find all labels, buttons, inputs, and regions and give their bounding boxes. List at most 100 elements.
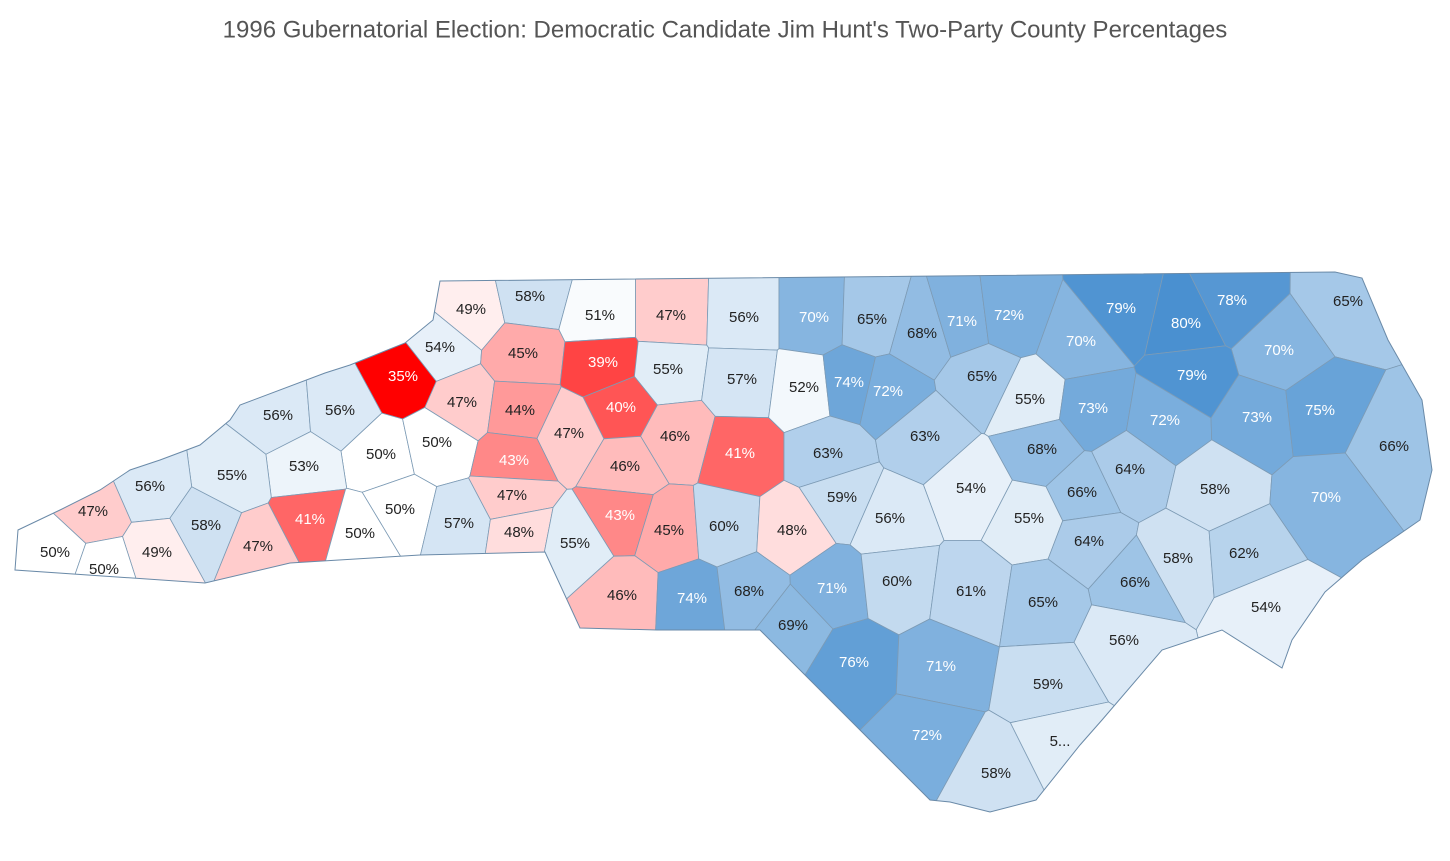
county-label: 55% xyxy=(653,361,683,378)
county-label: 63% xyxy=(910,428,940,445)
county-label: 47% xyxy=(554,425,584,442)
county-label: 61% xyxy=(956,583,986,600)
county-label: 56% xyxy=(263,407,293,424)
county-label: 71% xyxy=(817,580,847,597)
county-label: 47% xyxy=(656,307,686,324)
county-label: 55% xyxy=(560,535,590,552)
county-label: 78% xyxy=(1217,292,1247,309)
county-label: 80% xyxy=(1171,315,1201,332)
county-label: 57% xyxy=(727,371,757,388)
county-label: 56% xyxy=(729,309,759,326)
county xyxy=(1195,559,1432,812)
county-label: 72% xyxy=(912,727,942,744)
county-label: 68% xyxy=(734,583,764,600)
county-label: 58% xyxy=(515,288,545,305)
county-label: 70% xyxy=(799,309,829,326)
county-label: 57% xyxy=(444,515,474,532)
map-title: 1996 Gubernatorial Election: Democratic … xyxy=(223,16,1228,43)
county xyxy=(107,272,311,455)
county-label: 47% xyxy=(78,503,108,520)
county-label: 54% xyxy=(1251,599,1281,616)
county-label: 73% xyxy=(1242,409,1272,426)
county-label: 35% xyxy=(388,368,418,385)
county-label: 66% xyxy=(1379,438,1409,455)
county-label: 72% xyxy=(873,383,903,400)
county-label: 45% xyxy=(508,345,538,362)
county-label: 58% xyxy=(191,517,221,534)
county-label: 40% xyxy=(606,399,636,416)
county-label: 68% xyxy=(907,325,937,342)
county-label: 49% xyxy=(456,301,486,318)
county-label: 41% xyxy=(725,445,755,462)
county-label: 55% xyxy=(1015,391,1045,408)
county-label: 56% xyxy=(1109,632,1139,649)
county-label: 68% xyxy=(1027,441,1057,458)
county-label: 62% xyxy=(1229,545,1259,562)
county-label: 70% xyxy=(1311,489,1341,506)
county-label: 71% xyxy=(947,313,977,330)
county-label: 54% xyxy=(425,339,455,356)
county-label: 50% xyxy=(89,561,119,578)
county xyxy=(15,272,132,544)
county-label: 63% xyxy=(813,445,843,462)
county-label: 74% xyxy=(834,374,864,391)
county-label: 56% xyxy=(135,478,165,495)
county xyxy=(1009,701,1265,812)
county-label: 73% xyxy=(1078,400,1108,417)
county-label: 64% xyxy=(1115,461,1145,478)
county-label: 79% xyxy=(1177,367,1207,384)
county-label: 60% xyxy=(882,573,912,590)
county-label: 55% xyxy=(1014,510,1044,527)
county-label: 66% xyxy=(1067,484,1097,501)
county-label: 49% xyxy=(142,544,172,561)
county-label: 48% xyxy=(504,524,534,541)
county-label: 44% xyxy=(505,402,535,419)
county-label: 50% xyxy=(422,434,452,451)
county-label: 76% xyxy=(839,654,869,671)
county-label: 72% xyxy=(1150,412,1180,429)
county-label: 59% xyxy=(1033,676,1063,693)
county-label: 79% xyxy=(1106,300,1136,317)
county-label: 65% xyxy=(1333,293,1363,310)
county-label: 53% xyxy=(289,458,319,475)
county-label: 65% xyxy=(1028,594,1058,611)
county-label: 51% xyxy=(585,307,615,324)
county-label: 46% xyxy=(610,458,640,475)
county-labels: 49% 58% 51% 47% 56% 70% 65% 68% 71% 72% 79% 80% 78% 6… xyxy=(40,288,1409,782)
county-label: 45% xyxy=(654,522,684,539)
county xyxy=(635,272,710,346)
county-label: 50% xyxy=(366,446,396,463)
county-label: 50% xyxy=(40,544,70,561)
county-label: 70% xyxy=(1264,342,1294,359)
county-label: 64% xyxy=(1074,533,1104,550)
county-label: 48% xyxy=(777,522,807,539)
county-label: 43% xyxy=(605,507,635,524)
county-label: 46% xyxy=(660,428,690,445)
county-label: 59% xyxy=(827,489,857,506)
county-label: 60% xyxy=(709,518,739,535)
county-label: 54% xyxy=(956,480,986,497)
county xyxy=(296,272,383,452)
state-outline xyxy=(14,271,1433,813)
county-label: 58% xyxy=(1200,481,1230,498)
county-label: 58% xyxy=(981,765,1011,782)
county-label: 65% xyxy=(857,311,887,328)
county-label: 5... xyxy=(1050,733,1071,750)
county-label: 55% xyxy=(217,467,247,484)
county-label: 71% xyxy=(926,658,956,675)
county-label: 47% xyxy=(497,487,527,504)
county-label: 72% xyxy=(994,307,1024,324)
county xyxy=(919,709,1065,812)
county-label: 65% xyxy=(967,368,997,385)
county-label: 43% xyxy=(499,452,529,469)
county-label: 70% xyxy=(1066,333,1096,350)
county-label: 39% xyxy=(588,354,618,371)
county-label: 46% xyxy=(607,587,637,604)
county-label: 75% xyxy=(1305,402,1335,419)
county xyxy=(706,272,780,351)
county-label: 58% xyxy=(1163,550,1193,567)
county xyxy=(15,272,193,523)
county-label: 74% xyxy=(677,590,707,607)
county-label: 56% xyxy=(875,510,905,527)
